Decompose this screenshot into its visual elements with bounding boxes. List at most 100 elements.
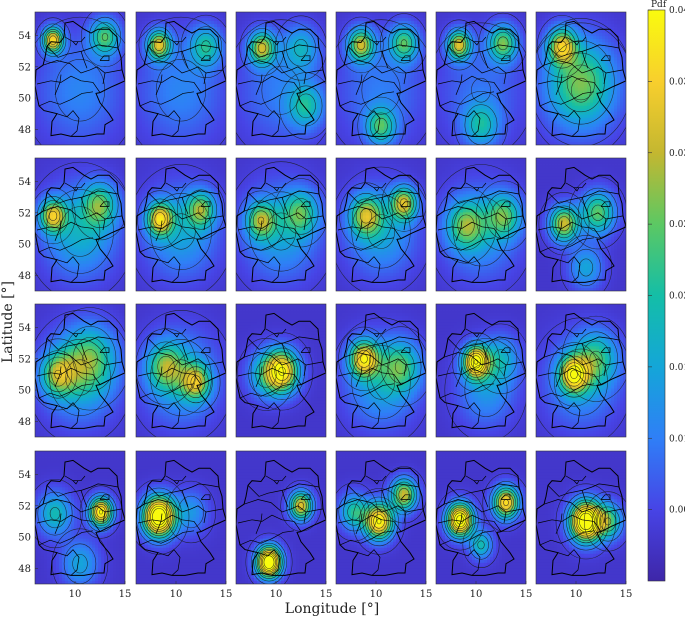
density-cell [80,60,84,64]
density-cell [205,69,209,73]
density-cell [342,66,346,70]
density-cell [107,12,111,16]
density-cell [399,63,403,67]
density-cell [387,93,391,98]
density-cell [38,48,42,52]
density-cell [154,126,158,131]
density-cell [38,75,42,79]
density-cell [399,18,403,22]
density-cell [145,21,149,25]
density-cell [384,30,388,34]
density-cell [236,54,240,58]
density-cell [142,75,146,79]
density-cell [281,102,285,107]
density-cell [44,42,48,46]
density-cell [83,117,87,122]
density-cell [56,15,60,19]
density-cell [369,12,373,16]
density-cell [236,120,240,125]
density-cell [305,39,309,43]
density-cell [254,54,258,58]
density-cell [136,81,140,85]
density-cell [65,135,69,140]
density-cell [223,60,226,64]
density-cell [293,48,297,52]
density-cell [104,36,108,40]
density-cell [217,54,221,58]
density-cell [420,84,424,88]
density-cell [287,84,291,88]
density-cell [360,96,364,101]
density-cell [217,138,221,143]
density-cell [317,87,321,91]
density-cell [302,30,306,34]
density-cell [92,123,96,128]
density-cell [163,120,167,125]
density-cell [339,12,343,16]
density-cell [320,111,324,116]
density-cell [77,21,81,25]
density-cell [107,36,111,40]
density-cell [160,12,164,16]
contour-line [81,12,125,67]
density-cell [320,21,324,25]
density-cell [50,18,54,22]
density-cell [281,138,285,143]
density-cell [375,36,379,40]
density-cell [372,84,376,88]
density-cell [269,69,273,73]
density-cell [260,114,264,119]
density-cell [266,117,270,122]
density-cell [260,12,264,16]
contour-line [189,26,223,67]
density-cell [387,12,391,16]
density-cell [44,57,48,61]
density-cell [62,21,66,25]
density-cell [311,63,315,67]
density-cell [110,42,114,46]
density-cell [284,54,288,58]
density-cell [254,141,258,145]
density-cell [305,24,309,28]
density-cell [80,90,84,95]
density-cell [86,138,90,143]
density-cell [35,138,39,143]
density-cell [263,15,267,19]
density-cell [71,57,75,61]
density-cell [65,111,69,116]
density-cell [214,84,218,88]
density-cell [217,63,221,67]
density-cell [68,129,72,134]
density-cell [345,21,349,25]
density-cell [266,60,270,64]
density-cell [157,42,161,46]
density-cell [369,66,373,70]
density-cell [211,114,215,119]
density-cell [320,135,324,140]
density-cell [89,120,93,125]
density-cell [68,99,72,104]
density-cell [214,66,218,70]
density-cell [257,114,261,119]
density-cell [308,114,312,119]
density-cell [272,123,276,128]
panel-plot-area [236,12,326,145]
density-cell [275,51,279,55]
density-cell [387,15,391,19]
density-cell [77,132,81,137]
density-cell [369,27,373,31]
density-cell [263,138,267,143]
density-cell [208,132,212,137]
density-cell [408,84,412,88]
density-cell [145,75,149,79]
density-cell [154,87,158,91]
density-cell [163,66,167,70]
density-cell [50,57,54,61]
density-cell [287,33,291,37]
density-cell [396,72,400,76]
density-cell [254,24,258,28]
density-cell [193,93,197,98]
density-cell [378,51,382,55]
density-cell [257,15,261,19]
density-cell [384,45,388,49]
